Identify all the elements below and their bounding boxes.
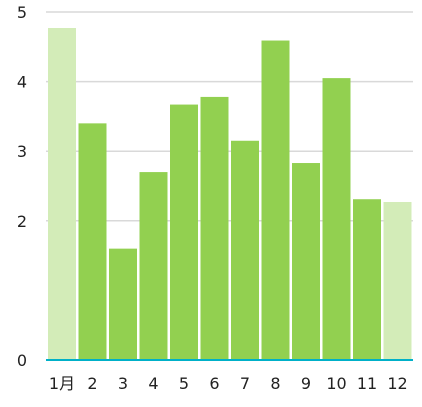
bar-6 xyxy=(200,96,229,361)
x-tick-label: 2 xyxy=(87,374,97,393)
bar-8 xyxy=(261,40,290,360)
x-tick-label: 4 xyxy=(148,374,158,393)
x-tick-label: 11 xyxy=(357,374,377,393)
bar-9 xyxy=(292,163,320,360)
x-tick-label: 8 xyxy=(270,374,280,393)
x-tick-label: 12 xyxy=(387,374,407,393)
x-tick-label: 9 xyxy=(301,374,311,393)
gridlines xyxy=(46,11,413,222)
bars xyxy=(48,28,412,361)
bar-5 xyxy=(170,104,198,361)
x-tick-label: 7 xyxy=(240,374,250,393)
y-tick-label: 5 xyxy=(17,3,27,22)
bar-7 xyxy=(231,140,259,360)
bar-1 xyxy=(48,28,76,361)
bar-12 xyxy=(383,202,412,360)
y-tick-label: 4 xyxy=(17,73,27,92)
bar-10 xyxy=(322,78,351,361)
y-tick-label: 0 xyxy=(17,351,27,370)
bar-2 xyxy=(78,123,107,360)
bar-3 xyxy=(109,248,137,360)
bar-11 xyxy=(353,199,381,360)
y-axis-tick-labels: 0 2 3 4 5 xyxy=(17,3,27,370)
x-tick-label: 5 xyxy=(179,374,189,393)
x-axis-tick-labels: 1月 2 3 4 5 6 7 8 9 10 11 12 xyxy=(49,374,408,393)
y-tick-label: 2 xyxy=(17,212,27,231)
x-tick-label: 1月 xyxy=(49,374,75,393)
bar-4 xyxy=(139,172,168,360)
x-tick-label: 3 xyxy=(118,374,128,393)
x-tick-label: 6 xyxy=(209,374,219,393)
x-tick-label: 10 xyxy=(326,374,346,393)
y-tick-label: 3 xyxy=(17,142,27,161)
